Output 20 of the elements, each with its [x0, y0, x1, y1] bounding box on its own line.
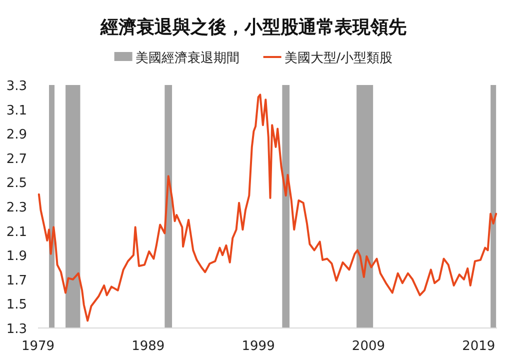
x-tick-label: 2019	[462, 339, 496, 354]
legend-label: 美國大型/小型類股	[284, 50, 393, 66]
y-tick-label: 1.5	[6, 298, 27, 313]
x-tick-label: 1989	[132, 339, 165, 354]
y-tick-label: 1.7	[6, 273, 27, 288]
y-tick-label: 2.5	[6, 176, 27, 192]
y-tick-label: 3.3	[6, 79, 27, 94]
line-series	[38, 94, 498, 322]
x-tick-label: 1999	[242, 339, 275, 354]
y-tick-label: 2.3	[6, 200, 27, 216]
y-tick-label: 2.7	[6, 152, 27, 167]
legend-label: 美國經濟衰退期間	[135, 50, 240, 66]
y-tick-label: 1.9	[6, 249, 27, 264]
x-tick-label: 1979	[21, 339, 55, 354]
y-tick-label: 1.3	[6, 322, 27, 337]
y-tick-label: 2.9	[6, 128, 27, 143]
x-tick-label: 2009	[352, 339, 386, 354]
y-tick-label: 3.1	[6, 103, 27, 118]
y-tick-label: 2.1	[6, 224, 27, 240]
chart-title: 經濟衰退與之後，小型股通常表現領先	[100, 17, 406, 38]
